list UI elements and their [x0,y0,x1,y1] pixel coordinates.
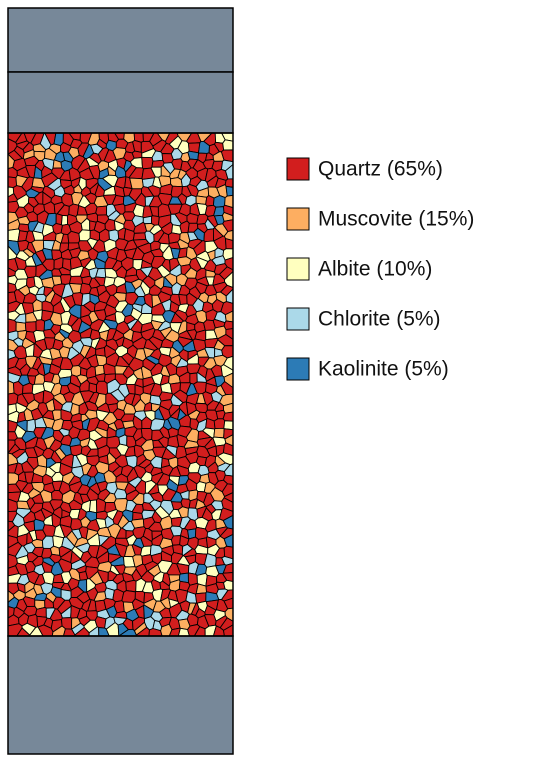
grain [96,498,107,514]
grain [67,230,81,244]
grain [24,321,37,333]
grain [132,232,147,241]
grain [89,499,98,514]
grain [205,195,215,207]
grain [35,319,46,332]
grain [222,411,234,422]
grain [225,185,234,197]
grain [225,238,234,250]
legend-swatch [286,307,310,331]
grain [95,205,108,216]
grain [32,299,43,312]
grain [125,579,137,593]
grain [113,488,128,500]
grain [223,420,234,431]
grain [35,606,47,618]
grain [7,380,15,395]
grain [78,570,89,581]
grain [141,156,154,170]
legend-label: Chlorite (5%) [318,308,441,331]
grain [131,150,143,159]
grain [178,294,188,306]
grain [142,215,153,225]
legend-swatch [286,157,310,181]
legend-swatch [286,257,310,281]
grain [96,380,109,396]
legend-label: Muscovite (15%) [318,208,474,231]
grain [69,275,84,285]
grain [15,321,27,333]
sample-outline [7,132,234,637]
legend-label: Albite (10%) [318,258,432,281]
bottom-block [7,635,234,755]
grain [31,230,45,241]
grain [170,177,183,188]
grain [222,139,234,151]
grain [204,553,217,568]
grain [94,616,107,629]
grain [187,150,200,161]
legend-swatch [286,207,310,231]
grain [123,228,135,242]
grain [186,212,199,224]
legend: Quartz (65%) Muscovite (15%) Albite (10%) C… [286,157,474,381]
grain [95,354,107,366]
grain [68,146,80,160]
legend-label: Kaolinite (5%) [318,358,449,381]
legend-swatch [286,357,310,381]
grain [129,177,144,190]
grain [165,445,178,458]
grain [170,535,182,546]
grain [195,583,207,595]
top-block-lower [7,71,234,134]
grain-layer [7,132,234,637]
legend-label: Quartz (65%) [318,158,443,181]
grain [61,214,68,226]
grain [213,427,225,439]
top-block-upper [7,7,234,73]
grain [213,418,226,429]
grain [42,535,55,549]
grain [212,195,226,208]
